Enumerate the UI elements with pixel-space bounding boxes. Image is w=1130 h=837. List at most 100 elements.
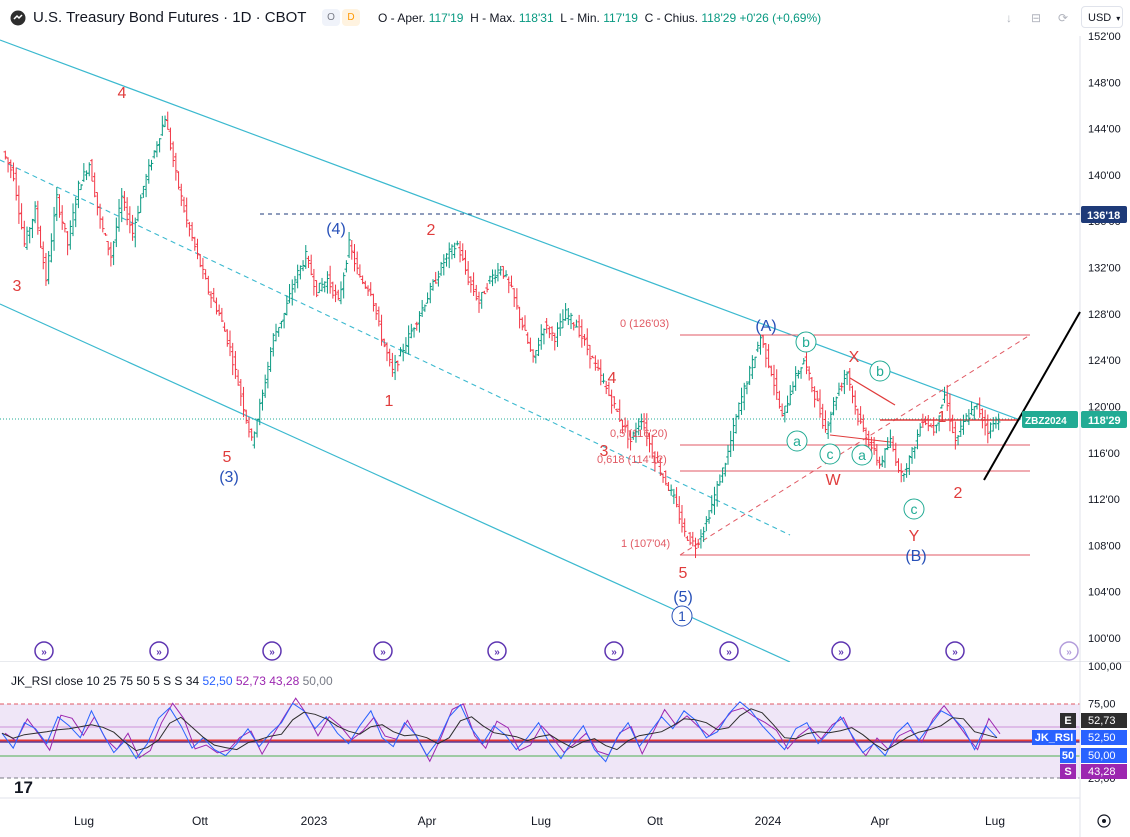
refresh-icon[interactable]: ⟳ <box>1052 7 1074 29</box>
wave-label: a <box>793 433 801 449</box>
fib-label: 1 (107'04) <box>621 538 670 550</box>
price-tick-label: 116'00 <box>1088 448 1120 460</box>
event-icon-glyph: » <box>611 647 617 658</box>
settings-icon[interactable] <box>1097 814 1111 828</box>
time-tick-label: 2023 <box>301 814 328 828</box>
wave-label: b <box>876 363 884 379</box>
event-icon <box>604 641 624 661</box>
tv-logo: 17 <box>14 778 33 797</box>
chart-title[interactable]: U.S. Treasury Bond Futures · 1D · CBOT <box>33 9 307 26</box>
wave-label: 3 <box>13 278 22 295</box>
chevron-down-icon: ▾ <box>1116 14 1121 23</box>
down-arrow-icon[interactable]: ↓ <box>998 7 1020 29</box>
wave-label: (4) <box>326 221 346 238</box>
rsi-side-tag: S <box>1064 766 1071 778</box>
wave-label: a <box>858 447 866 463</box>
rsi-side-value: 52,73 <box>1088 715 1116 727</box>
rsi-tick-label: 100,00 <box>1088 662 1122 673</box>
price-axis[interactable]: 152'00148'00144'00140'00136'00132'00128'… <box>1088 31 1121 645</box>
wave-label: 1 <box>385 393 394 410</box>
price-tag-bg <box>1081 206 1127 223</box>
currency-select[interactable]: USD ▾ <box>1081 6 1123 28</box>
event-icons: » » » » » » » » » » <box>34 641 1079 661</box>
price-tick-label: 148'00 <box>1088 77 1121 89</box>
wave-label: 1 <box>938 409 947 426</box>
wave-circle <box>869 360 891 382</box>
price-tick-label: 124'00 <box>1088 355 1121 367</box>
wave-label: 4 <box>608 370 617 387</box>
rsi-series <box>1 697 1001 763</box>
rsi-side-value-bg <box>1081 730 1127 745</box>
symbol-tag-bg <box>1022 411 1078 428</box>
wave-circle <box>851 444 873 466</box>
symbol-tag: ZBZ2024 <box>1025 416 1067 427</box>
rsi-legend[interactable]: JK_RSI close 10 25 75 50 5 S S 34 52,50 … <box>11 674 333 688</box>
time-tick-label: Apr <box>418 814 437 828</box>
current-price-tag-bg <box>1081 411 1127 428</box>
fib-label: 0 (126'03) <box>620 318 669 330</box>
event-icon <box>719 641 739 661</box>
event-icon-glyph: » <box>380 647 386 658</box>
time-tick-label: Ott <box>192 814 209 828</box>
logo-text: 17 <box>14 778 33 797</box>
fib-label: 0,618 (114'12) <box>597 454 667 466</box>
fib-label: 0,5 (116'20) <box>610 428 668 440</box>
wave-label: 5 <box>223 449 232 466</box>
event-icon <box>945 641 965 661</box>
rsi-purple-line <box>4 697 1001 763</box>
event-icon-glyph: » <box>269 647 275 658</box>
price-tick-label: 108'00 <box>1088 540 1121 552</box>
price-tick-label: 144'00 <box>1088 124 1121 136</box>
symbol-icon <box>10 10 26 26</box>
rsi-side-tag: JK_RSI <box>1035 732 1074 744</box>
time-axis[interactable]: Lug Ott 2023 Apr Lug Ott 2024 Apr Lug <box>74 814 1005 828</box>
rsi-side-tag-bg <box>1060 748 1076 763</box>
price-tags: 136'18 ZBZ2024 118'29 <box>1022 206 1127 428</box>
low-value: 117'19 <box>603 11 638 25</box>
price-tick-label: 128'00 <box>1088 309 1121 321</box>
rsi-side-value: 50,00 <box>1088 750 1116 762</box>
event-icon <box>831 641 851 661</box>
wave-label: Y <box>909 528 920 545</box>
wave-circle <box>819 443 841 465</box>
wave-label: b <box>802 334 810 350</box>
close-value: 118'29 <box>701 11 737 25</box>
price-chart[interactable]: 0 (126'03) 0,5 (116'20) 0,618 (114'12) 1 (1… <box>0 0 1130 662</box>
fib-retracement <box>679 334 1031 556</box>
price-bars <box>3 111 1001 559</box>
minus-icon[interactable]: ⊟ <box>1025 7 1047 29</box>
wave-label: (3) <box>219 469 239 486</box>
rsi-side-tag-bg <box>1032 730 1076 745</box>
price-tick-label: 112'00 <box>1088 494 1120 506</box>
currency-label: USD <box>1088 12 1112 24</box>
rsi-value-4: 50,00 <box>302 674 333 688</box>
rsi-side-tag: 50 <box>1062 750 1074 762</box>
rsi-side-value-bg <box>1081 713 1127 728</box>
rsi-side-tag: E <box>1064 715 1071 727</box>
high-label: H - Max. <box>470 11 516 25</box>
price-tick-label: 104'00 <box>1088 587 1121 599</box>
rsi-side-labels: E 52,73 JK_RSI 52,50 50 50,00 S 43,28 <box>1032 713 1127 779</box>
event-icon-glyph: » <box>1066 647 1072 658</box>
event-icon-glyph: » <box>41 647 47 658</box>
rsi-side-value: 52,50 <box>1088 732 1116 744</box>
rsi-side-value-bg <box>1081 764 1127 779</box>
rsi-side-tag-bg <box>1060 764 1076 779</box>
event-icon-glyph: » <box>494 647 500 658</box>
rsi-name: JK_RSI close 10 25 75 50 5 S S 34 <box>11 674 200 688</box>
wave-label: 3 <box>600 443 609 460</box>
current-price-tag: 118'29 <box>1088 415 1121 427</box>
wave-circle <box>671 605 693 627</box>
trend-line <box>983 311 1081 481</box>
wave-label: 2 <box>427 222 436 239</box>
price-tick-label: 140'00 <box>1088 170 1121 182</box>
time-tick-label: Ott <box>647 814 664 828</box>
event-icon-glyph: » <box>838 647 844 658</box>
event-icon <box>487 641 507 661</box>
time-tick-label: Lug <box>74 814 94 828</box>
event-icon <box>1059 641 1079 661</box>
event-icon-glyph: » <box>952 647 958 658</box>
channel-lines <box>0 39 1021 662</box>
wave-label: W <box>825 472 841 489</box>
